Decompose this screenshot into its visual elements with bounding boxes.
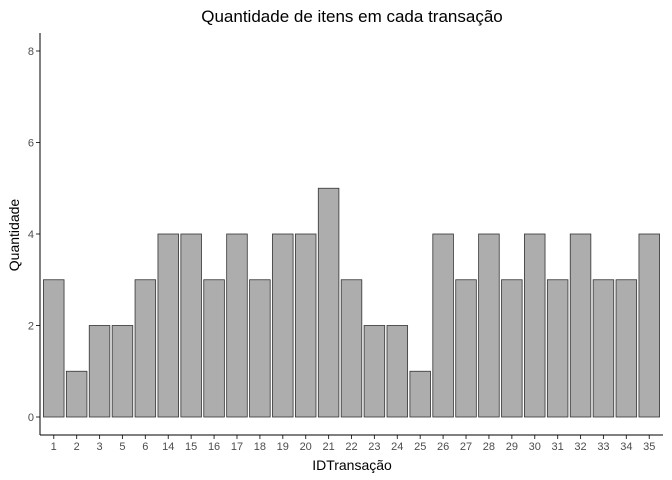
x-tick-label: 17: [231, 441, 243, 453]
x-tick-label: 18: [254, 441, 266, 453]
bar: [409, 370, 431, 418]
x-axis-label: IDTransação: [312, 457, 392, 473]
bar: [65, 370, 88, 418]
bar: [226, 233, 248, 418]
bar: [524, 233, 546, 418]
x-tick-label: 35: [643, 441, 655, 453]
y-tick-label: 0: [28, 412, 34, 424]
x-tick-label: 28: [483, 441, 495, 453]
bar: [157, 233, 179, 418]
x-axis: 1 2 3 5 6 14 15 16 17 18 19 20 21 22 23 24 25 26 27 28 29 30 3…: [51, 435, 655, 453]
bars: [43, 187, 660, 418]
bar: [134, 279, 157, 418]
y-axis: 0 2 4 6 8: [28, 46, 40, 424]
x-tick-label: 16: [208, 441, 220, 453]
y-tick-label: 8: [28, 46, 34, 58]
y-tick-label: 4: [28, 229, 34, 241]
x-tick-label: 5: [119, 441, 125, 453]
x-tick-label: 6: [142, 441, 148, 453]
bar: [546, 279, 569, 418]
bar: [615, 279, 638, 418]
x-tick-label: 31: [552, 441, 564, 453]
bar: [249, 279, 271, 418]
bar: [294, 233, 317, 418]
bar: [432, 233, 454, 418]
x-tick-label: 20: [300, 441, 312, 453]
x-tick-label: 25: [414, 441, 426, 453]
x-tick-label: 15: [185, 441, 197, 453]
x-tick-label: 34: [620, 441, 632, 453]
bar: [272, 233, 294, 418]
x-tick-label: 23: [368, 441, 380, 453]
x-tick-label: 1: [51, 441, 57, 453]
bar: [501, 279, 523, 418]
x-tick-label: 3: [96, 441, 102, 453]
bar: [203, 279, 225, 418]
bar: [592, 279, 615, 418]
x-tick-label: 27: [460, 441, 472, 453]
bar: [386, 325, 409, 418]
bar: [111, 325, 134, 418]
bar: [569, 233, 592, 418]
bar: [363, 325, 386, 418]
bar: [43, 279, 65, 418]
bar: [478, 233, 500, 418]
x-tick-label: 33: [597, 441, 609, 453]
x-tick-label: 26: [437, 441, 449, 453]
bar: [340, 279, 363, 418]
x-tick-label: 32: [574, 441, 586, 453]
y-axis-label: Quantidade: [6, 199, 22, 272]
x-tick-label: 29: [506, 441, 518, 453]
bar: [317, 187, 340, 418]
x-tick-label: 22: [345, 441, 357, 453]
bar: [455, 279, 477, 418]
y-tick-label: 6: [28, 138, 34, 150]
bar: [180, 233, 202, 418]
chart-title: Quantidade de itens em cada transação: [201, 7, 502, 26]
x-tick-label: 24: [391, 441, 403, 453]
bar: [88, 325, 111, 418]
x-tick-label: 30: [529, 441, 541, 453]
x-tick-label: 21: [322, 441, 334, 453]
x-tick-label: 19: [277, 441, 289, 453]
y-tick-label: 2: [28, 321, 34, 333]
bar: [638, 233, 660, 418]
x-tick-label: 2: [74, 441, 80, 453]
x-tick-label: 14: [162, 441, 174, 453]
